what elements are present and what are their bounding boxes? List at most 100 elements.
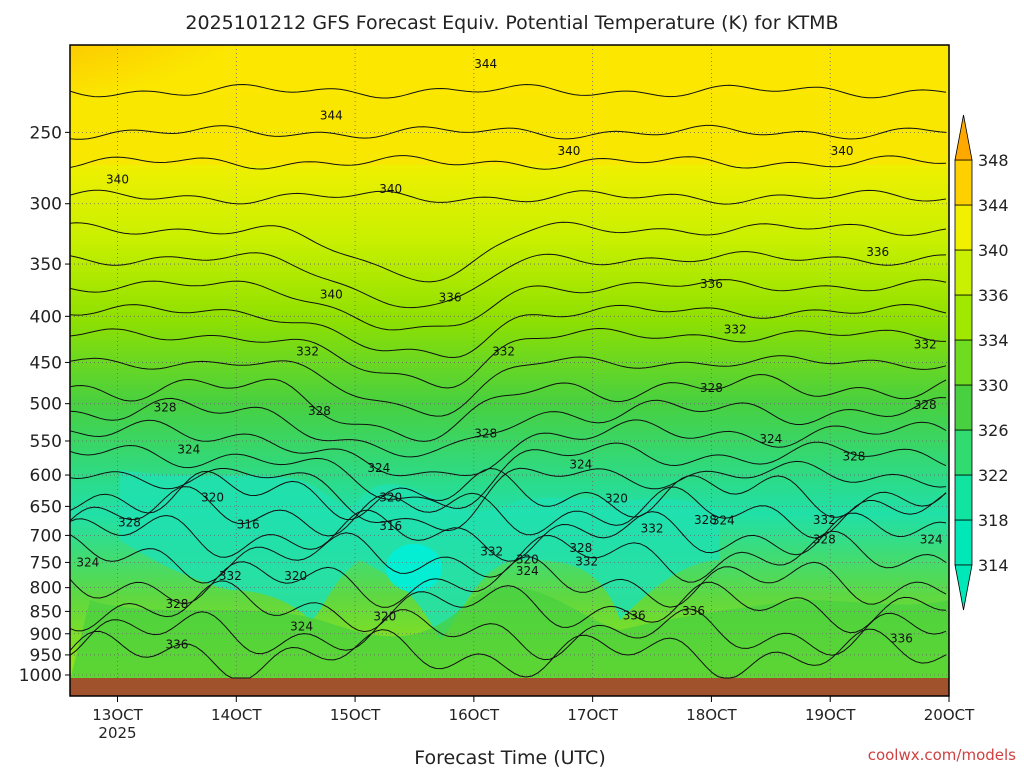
contour-label: 332	[575, 555, 598, 569]
colorbar-label: 344	[978, 196, 1009, 215]
contour-label: 328	[118, 515, 141, 529]
chart-title: 2025101212 GFS Forecast Equiv. Potential…	[185, 12, 838, 34]
contour-line	[70, 83, 947, 99]
contour-label: 328	[308, 404, 331, 418]
colorbar-segment	[954, 429, 973, 476]
minimum-cell	[386, 544, 442, 592]
contour-label: 324	[76, 556, 99, 570]
colorbar-segment	[954, 339, 973, 386]
contour-label: 324	[516, 564, 539, 578]
contour-label: 336	[623, 609, 646, 623]
y-tick-label: 750	[30, 553, 62, 573]
colorbar-top-arrow	[954, 114, 973, 161]
colorbar-label: 336	[978, 286, 1009, 305]
x-tick-label: 19OCT	[805, 706, 856, 724]
contour-label: 328	[474, 426, 497, 440]
contour-label: 332	[480, 545, 503, 559]
contour-label: 324	[759, 432, 782, 446]
colorbar-label: 322	[978, 466, 1009, 485]
contour-label: 324	[920, 533, 943, 547]
y-tick-label: 1000	[19, 666, 62, 686]
contour-label: 336	[890, 631, 913, 645]
contour-label: 324	[569, 457, 592, 471]
contour-line	[70, 396, 947, 458]
contour-label: 328	[694, 513, 717, 527]
y-tick-label: 550	[30, 432, 62, 452]
contour-label: 332	[492, 344, 515, 358]
contour-line	[70, 486, 947, 539]
y-tick-label: 300	[30, 195, 62, 215]
contour-label: 336	[700, 277, 723, 291]
credit-text: coolwx.com/models	[868, 746, 1016, 764]
colorbar-label: 326	[978, 421, 1009, 440]
contour-label: 328	[813, 533, 836, 547]
contour-label: 332	[296, 344, 319, 358]
contour-line	[70, 303, 947, 359]
y-tick-label: 500	[30, 395, 62, 415]
colorbar-label: 348	[978, 151, 1009, 170]
contour-label: 332	[219, 569, 242, 583]
y-axis: 250 300 350 400 450 500 550 600 650 700 750 800 850 9…	[19, 123, 70, 686]
x-axis-label: Forecast Time (UTC)	[414, 747, 605, 768]
x-tick-sublabel: 2025	[98, 724, 136, 742]
contour-line	[70, 279, 947, 331]
y-tick-label: 450	[30, 353, 62, 373]
contour-line	[70, 355, 947, 417]
y-tick-label: 800	[30, 579, 62, 599]
y-tick-label: 950	[30, 646, 62, 666]
colorbar-bottom-arrow	[954, 564, 973, 611]
colorbar-segment	[954, 519, 973, 566]
contour-label: 324	[367, 461, 390, 475]
contour-label: 332	[724, 323, 747, 337]
contour-label: 316	[237, 518, 260, 532]
contour-line	[70, 580, 947, 634]
colorbar-segment	[954, 384, 973, 431]
contour-label: 316	[379, 519, 402, 533]
contour-label: 332	[641, 522, 664, 536]
colorbar-label: 318	[978, 511, 1009, 530]
colorbar: 314 318 322 326 330 334 336 340 344 348	[954, 114, 1009, 611]
contour-line	[70, 441, 947, 509]
x-tick-label: 16OCT	[449, 706, 500, 724]
contour-label: 320	[379, 491, 402, 505]
colorbar-label: 314	[978, 556, 1009, 575]
contour-label: 328	[165, 597, 188, 611]
x-tick-label: 17OCT	[567, 706, 618, 724]
x-tick-label: 14OCT	[211, 706, 262, 724]
colorbar-segment	[954, 204, 973, 251]
x-tick-label: 15OCT	[330, 706, 381, 724]
contour-line	[70, 373, 947, 442]
contour-label: 320	[516, 552, 539, 566]
contour-line	[70, 221, 947, 283]
contour-label: 320	[373, 609, 396, 623]
contour-label: 320	[284, 569, 307, 583]
contour-label: 340	[557, 144, 580, 158]
contour-line	[70, 327, 947, 389]
contour-label: 320	[605, 492, 628, 506]
contour-line	[70, 189, 947, 205]
contour-label: 340	[106, 173, 129, 187]
contour-label: 320	[201, 491, 224, 505]
contour-line	[70, 608, 947, 661]
colorbar-segment	[954, 474, 973, 521]
contour-label: 328	[843, 449, 866, 463]
colorbar-segment	[954, 294, 973, 341]
x-tick-label: 18OCT	[686, 706, 737, 724]
contour-line	[70, 467, 947, 521]
contour-label: 336	[682, 604, 705, 618]
contour-line	[70, 124, 947, 140]
y-tick-label: 900	[30, 625, 62, 645]
gridlines	[70, 45, 949, 678]
contour-line	[70, 556, 947, 608]
y-tick-label: 850	[30, 602, 62, 622]
contour-lines	[70, 83, 947, 679]
y-tick-label: 650	[30, 497, 62, 517]
contour-label: 328	[914, 398, 937, 412]
colorbar-label: 340	[978, 241, 1009, 260]
contour-label: 340	[831, 144, 854, 158]
y-tick-label: 700	[30, 526, 62, 546]
